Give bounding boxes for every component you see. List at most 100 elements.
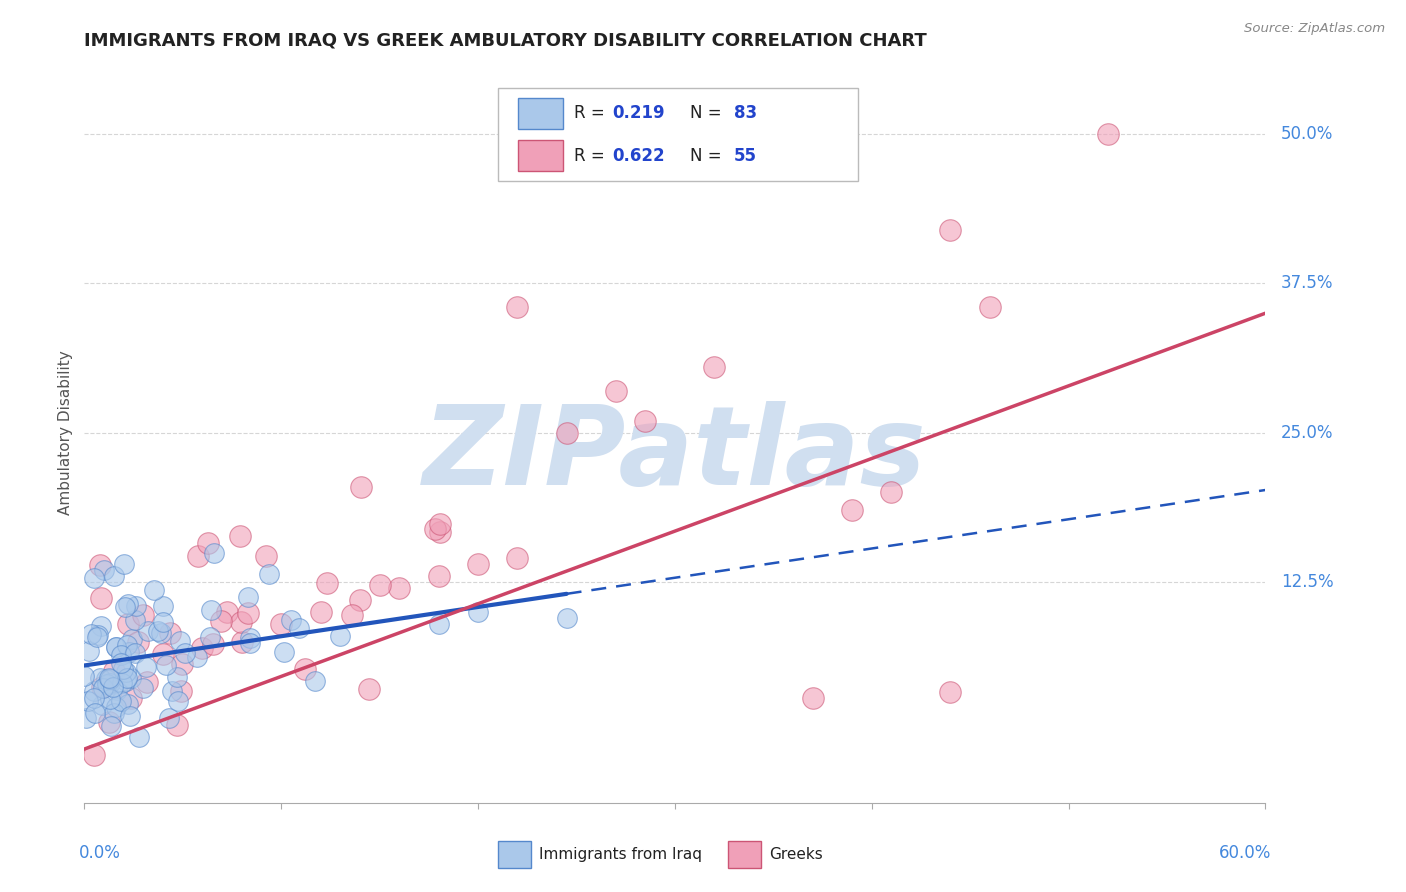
Point: [239, 632, 262, 646]
Point: [98, 671, 121, 685]
Text: Greeks: Greeks: [769, 847, 823, 863]
Bar: [517, 140, 562, 171]
Point: [280, 613, 302, 627]
Point: [159, 626, 181, 640]
Point: [114, 600, 136, 615]
Point: [236, 606, 259, 620]
Point: [166, 693, 188, 707]
Point: [201, 637, 224, 651]
Point: [315, 576, 337, 591]
Point: [217, 605, 239, 619]
Point: [197, 535, 219, 549]
Point: [105, 683, 128, 698]
Point: [117, 616, 139, 631]
Point: [104, 640, 127, 654]
Point: [152, 615, 174, 629]
Point: [117, 698, 139, 712]
Point: [120, 709, 142, 723]
Point: [83, 706, 105, 720]
Point: [939, 685, 962, 699]
Point: [103, 706, 125, 720]
Point: [166, 718, 188, 732]
Text: R =: R =: [575, 104, 610, 122]
Point: [80, 627, 103, 641]
Point: [555, 611, 578, 625]
Point: [91, 681, 114, 695]
Point: [202, 546, 225, 560]
Point: [149, 625, 172, 640]
Point: [136, 675, 159, 690]
Point: [121, 632, 143, 646]
Point: [132, 607, 155, 622]
Point: [136, 624, 159, 638]
Point: [89, 558, 111, 572]
Point: [94, 672, 117, 686]
Point: [357, 682, 380, 697]
Point: [97, 677, 120, 691]
Point: [124, 613, 146, 627]
Point: [121, 691, 143, 706]
Point: [159, 711, 181, 725]
Text: IMMIGRANTS FROM IRAQ VS GREEK AMBULATORY DISABILITY CORRELATION CHART: IMMIGRANTS FROM IRAQ VS GREEK AMBULATORY…: [84, 32, 927, 50]
Point: [340, 607, 363, 622]
Text: R =: R =: [575, 147, 610, 165]
Point: [979, 300, 1001, 314]
Point: [120, 672, 142, 686]
Point: [135, 660, 157, 674]
Point: [801, 690, 824, 705]
Point: [229, 615, 252, 629]
Point: [146, 624, 169, 638]
Point: [555, 425, 578, 440]
Point: [294, 662, 316, 676]
Point: [506, 300, 529, 314]
Point: [229, 529, 252, 543]
Point: [880, 485, 903, 500]
Point: [191, 640, 214, 655]
Point: [287, 621, 309, 635]
Point: [1097, 127, 1119, 141]
Point: [114, 673, 136, 688]
Text: 83: 83: [734, 104, 756, 122]
Point: [98, 714, 121, 729]
Point: [124, 599, 146, 614]
Point: [198, 631, 221, 645]
Point: [127, 634, 149, 648]
Text: 0.0%: 0.0%: [79, 844, 121, 862]
Point: [200, 603, 222, 617]
Text: N =: N =: [690, 104, 727, 122]
Point: [110, 694, 132, 708]
Point: [152, 647, 174, 661]
Point: [111, 662, 134, 676]
Point: [236, 591, 259, 605]
Point: [90, 619, 112, 633]
Point: [939, 222, 962, 236]
Point: [115, 638, 138, 652]
Point: [257, 567, 280, 582]
Point: [634, 414, 657, 428]
Point: [132, 681, 155, 695]
Point: [124, 646, 146, 660]
Text: 0.219: 0.219: [612, 104, 665, 122]
Point: [96, 677, 118, 691]
Text: 25.0%: 25.0%: [1281, 424, 1333, 442]
Point: [77, 694, 100, 708]
Point: [429, 525, 451, 540]
FancyBboxPatch shape: [498, 88, 858, 181]
Point: [83, 691, 105, 706]
Text: 60.0%: 60.0%: [1219, 844, 1271, 862]
Point: [187, 549, 209, 563]
Point: [105, 640, 128, 654]
Point: [118, 645, 141, 659]
Point: [368, 578, 391, 592]
Point: [83, 747, 105, 762]
Point: [270, 616, 292, 631]
Point: [90, 591, 112, 605]
Point: [89, 672, 111, 686]
Point: [254, 549, 277, 563]
Text: ZIPatlas: ZIPatlas: [423, 401, 927, 508]
Point: [128, 730, 150, 744]
Text: 12.5%: 12.5%: [1281, 573, 1333, 591]
Point: [117, 597, 139, 611]
Point: [427, 616, 450, 631]
Point: [93, 563, 115, 577]
